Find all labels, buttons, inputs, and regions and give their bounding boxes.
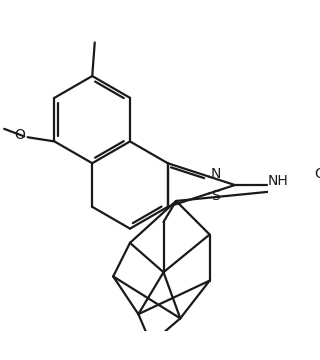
Text: O: O <box>314 167 320 181</box>
Text: O: O <box>14 128 25 142</box>
Text: S: S <box>212 189 220 203</box>
Text: N: N <box>211 167 221 181</box>
Text: NH: NH <box>268 174 289 188</box>
